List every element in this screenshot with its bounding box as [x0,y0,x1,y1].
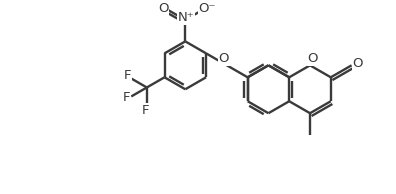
Text: O: O [219,52,229,65]
Text: O: O [352,57,363,70]
Text: F: F [142,104,150,117]
Text: O: O [308,52,318,65]
Text: O⁻: O⁻ [198,2,216,15]
Text: O: O [158,2,169,15]
Text: N⁺: N⁺ [178,11,194,24]
Text: F: F [122,91,130,104]
Text: F: F [124,69,131,82]
